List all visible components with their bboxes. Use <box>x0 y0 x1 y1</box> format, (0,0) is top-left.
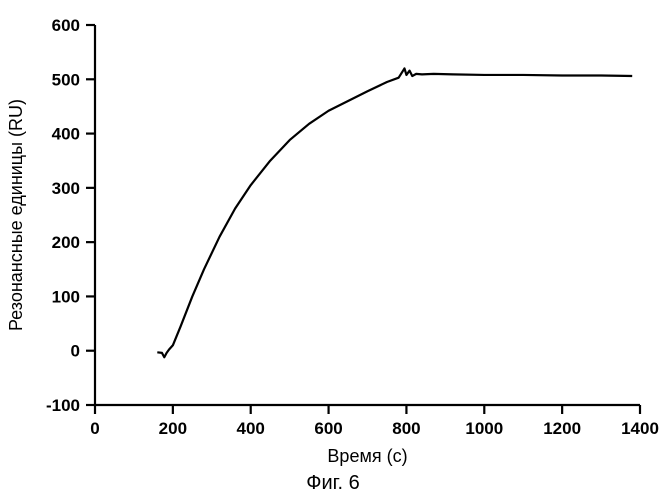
svg-text:600: 600 <box>52 16 80 35</box>
chart-container: 0 200 400 600 800 1000 1200 1400 -100 0 100 200 300 4… <box>0 0 666 500</box>
svg-text:0: 0 <box>71 342 80 361</box>
svg-text:100: 100 <box>52 287 80 306</box>
svg-text:600: 600 <box>314 419 342 438</box>
svg-text:Резонансные единицы (RU): Резонансные единицы (RU) <box>6 99 26 331</box>
svg-text:400: 400 <box>237 419 265 438</box>
svg-text:1400: 1400 <box>621 419 659 438</box>
svg-text:Время (с): Время (с) <box>327 446 407 466</box>
svg-text:300: 300 <box>52 179 80 198</box>
svg-text:200: 200 <box>159 419 187 438</box>
svg-text:200: 200 <box>52 233 80 252</box>
svg-text:-100: -100 <box>46 396 80 415</box>
svg-text:400: 400 <box>52 125 80 144</box>
svg-text:0: 0 <box>90 419 99 438</box>
line-chart: 0 200 400 600 800 1000 1200 1400 -100 0 100 200 300 4… <box>0 0 666 500</box>
svg-text:1200: 1200 <box>543 419 581 438</box>
svg-text:800: 800 <box>392 419 420 438</box>
svg-text:1000: 1000 <box>465 419 503 438</box>
figure-caption: Фиг. 6 <box>0 472 666 495</box>
svg-text:500: 500 <box>52 70 80 89</box>
